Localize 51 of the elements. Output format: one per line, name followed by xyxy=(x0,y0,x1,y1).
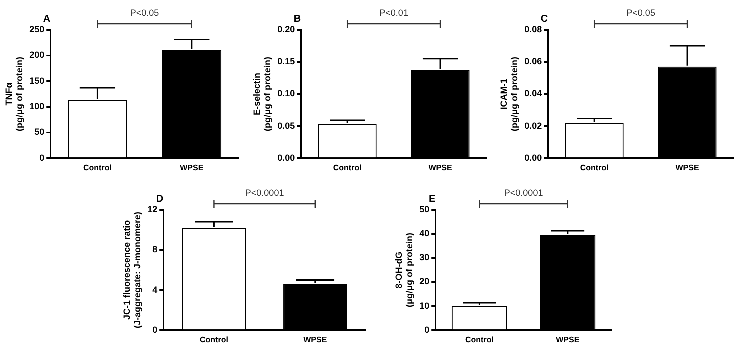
y-tick-label: 200 xyxy=(30,50,45,60)
y-tick-label: 0.15 xyxy=(278,56,296,67)
x-tick-label: Control xyxy=(83,163,112,172)
x-tick-label: WPSE xyxy=(556,335,580,344)
y-tick-label: 50 xyxy=(420,204,430,214)
y-tick-label: 40 xyxy=(420,228,430,239)
x-tick-label: Control xyxy=(200,335,228,344)
y-tick-label: 30 xyxy=(420,252,430,263)
text: P<0.01 xyxy=(380,8,408,18)
y-tick-label: 8 xyxy=(152,244,158,255)
x-tick-label: WPSE xyxy=(304,335,328,344)
chart-title: A xyxy=(43,14,51,25)
y-tick-label: 4 xyxy=(152,284,158,295)
y-tick-label: 50 xyxy=(34,127,45,138)
chart-title: E xyxy=(428,194,436,205)
y-axis-title: JC-1 fluorescence ratio (J-aggregate: J-monomere) xyxy=(122,212,143,328)
text: P<0.0001 xyxy=(504,188,544,198)
y-tick-label: 20 xyxy=(420,276,430,287)
text: P<0.0001 xyxy=(245,188,284,198)
y-tick-label: 0.20 xyxy=(278,24,296,34)
y-tick-label: 100 xyxy=(30,102,45,112)
y-axis-title: TNFα (pg/μg of protein) xyxy=(4,56,25,132)
y-axis-title: 8-OH-dG (μg/μg of protein) xyxy=(394,232,415,308)
y-tick-label: 0.02 xyxy=(524,120,542,131)
text: P<0.05 xyxy=(626,8,656,18)
y-tick-label: 10 xyxy=(420,300,430,311)
chart-title: D xyxy=(156,194,164,205)
x-tick-label: WPSE xyxy=(428,163,453,172)
y-tick-label: 0.10 xyxy=(278,88,296,99)
x-tick-label: WPSE xyxy=(180,163,204,172)
chart-title: C xyxy=(540,14,548,25)
text: P<0.05 xyxy=(130,8,160,18)
y-tick-label: 0 xyxy=(152,324,158,335)
y-axis-title: E-selectin (pg/μg of protein) xyxy=(252,56,273,132)
y-tick-label: 0 xyxy=(40,152,45,163)
x-tick-label: Control xyxy=(465,335,494,344)
x-tick-label: Control xyxy=(580,163,609,172)
x-tick-label: WPSE xyxy=(676,163,700,172)
y-tick-label: 0.05 xyxy=(278,120,296,131)
chart-title: B xyxy=(294,14,302,25)
y-tick-label: 250 xyxy=(30,24,45,34)
y-tick-label: 0.00 xyxy=(278,152,296,163)
y-axis-title: ICAM-1 (pg/μg of protein) xyxy=(498,56,520,132)
y-tick-label: 0.00 xyxy=(524,152,542,163)
y-tick-label: 150 xyxy=(30,76,45,86)
y-tick-label: 0.08 xyxy=(524,24,542,34)
x-tick-label: Control xyxy=(333,163,362,172)
y-tick-label: 12 xyxy=(148,204,158,214)
y-tick-label: 0 xyxy=(424,324,430,335)
y-tick-label: 0.06 xyxy=(524,56,542,67)
y-tick-label: 0.04 xyxy=(524,88,542,99)
